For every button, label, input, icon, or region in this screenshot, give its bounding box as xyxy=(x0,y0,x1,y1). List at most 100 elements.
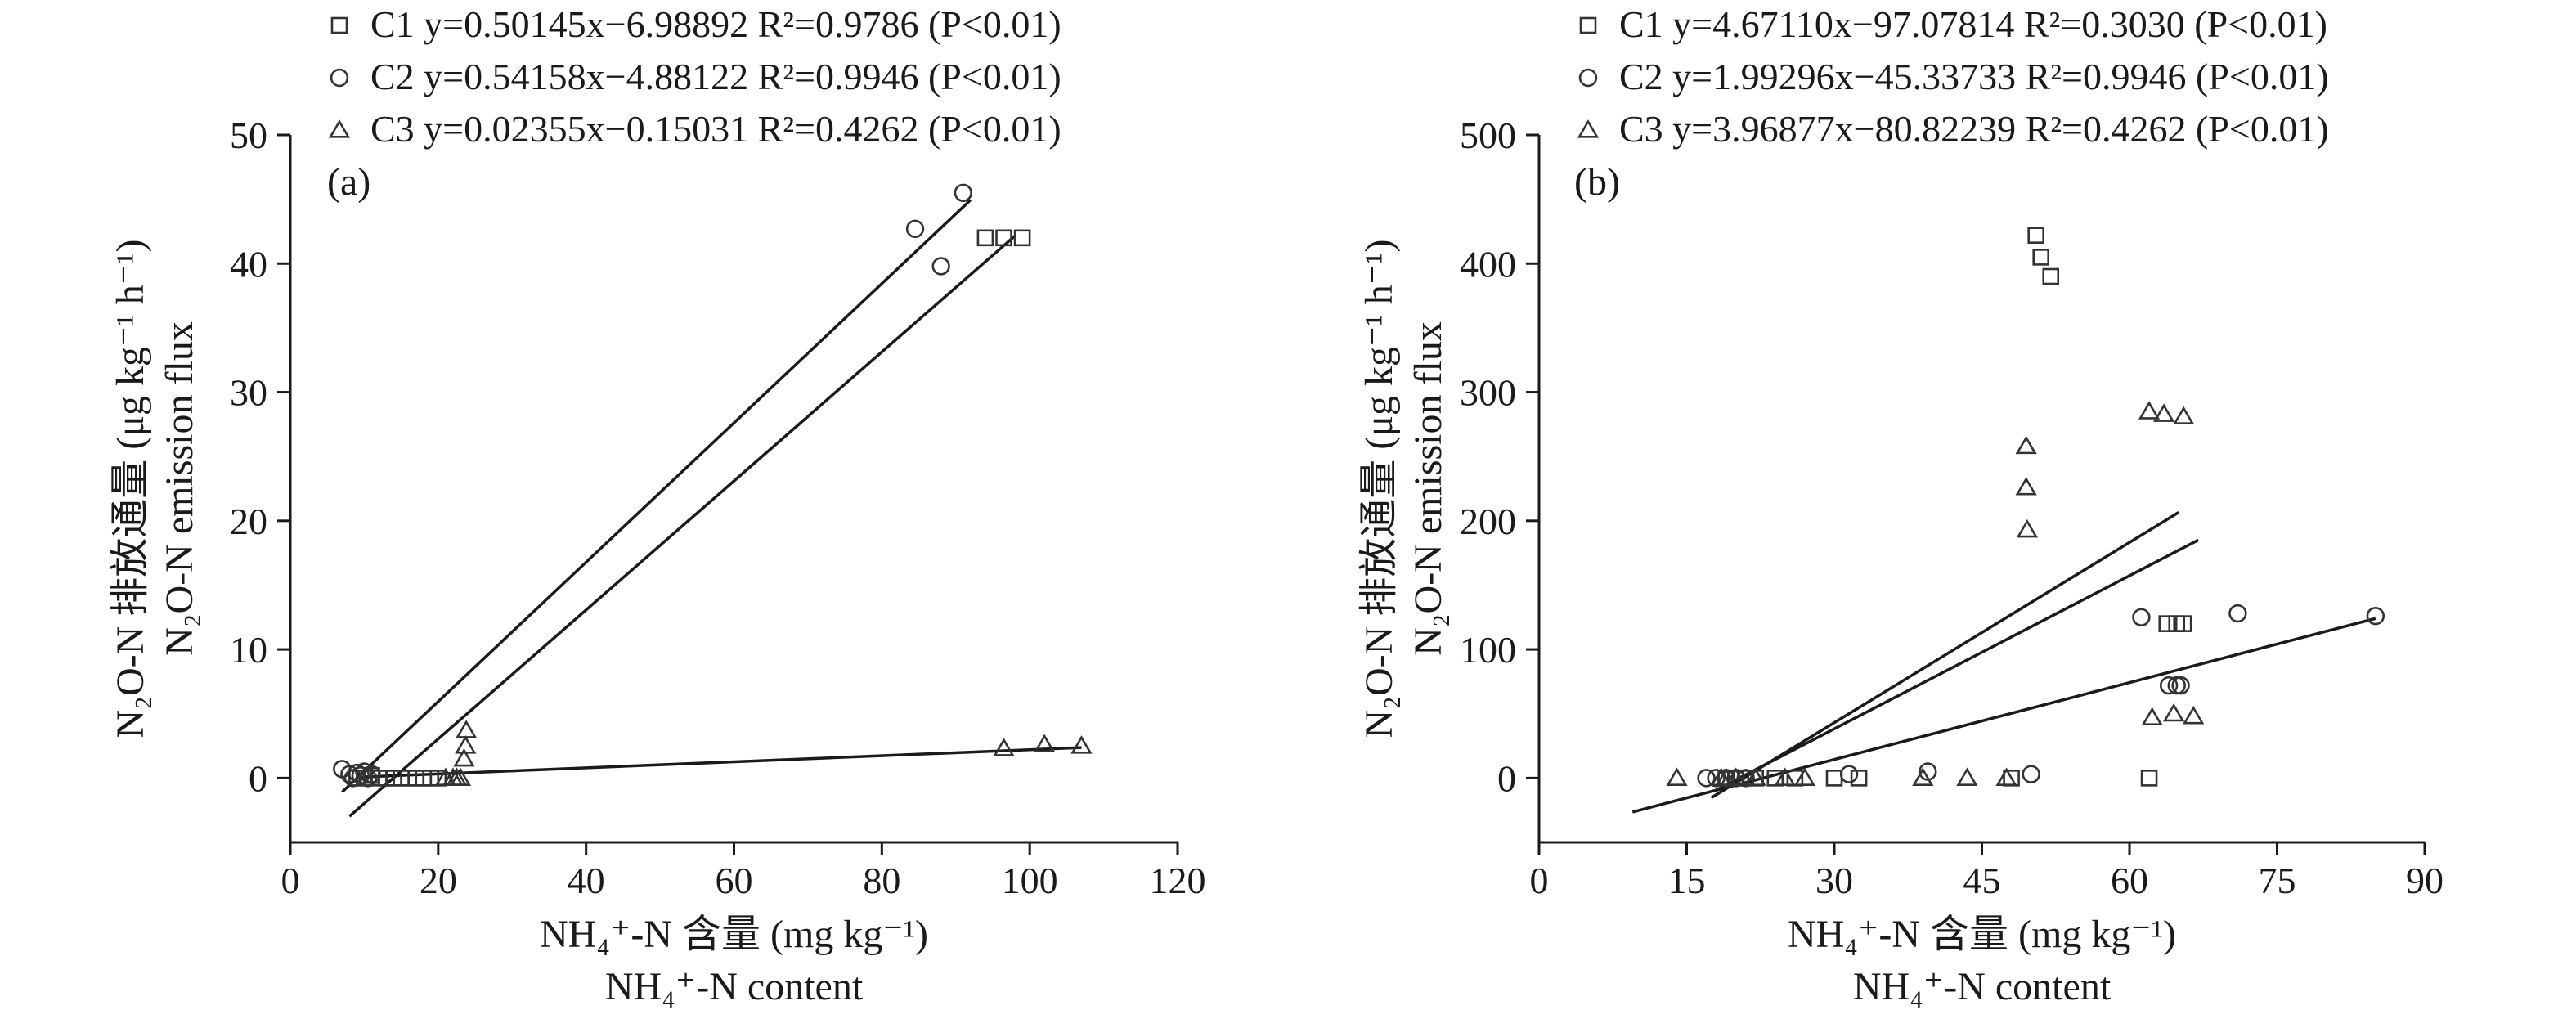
point-c3 xyxy=(455,735,477,754)
point-c2 xyxy=(954,183,972,202)
point-c2 xyxy=(931,257,950,276)
x-axis-subtitle: NH₄⁺-N content xyxy=(1853,965,2112,1008)
point-c2 xyxy=(2366,606,2385,626)
y-tick-label: 40 xyxy=(230,243,267,285)
point-c3 xyxy=(1666,767,1688,786)
point-c1 xyxy=(1850,770,1868,787)
x-tick-label: 20 xyxy=(420,860,457,901)
point-c3 xyxy=(2015,435,2037,455)
x-tick-label: 0 xyxy=(281,860,300,901)
point-c3 xyxy=(1912,767,1934,786)
point-c2 xyxy=(905,219,925,239)
legend-entry-c3: C3 y=0.02355x−0.15031 R²=0.4262 (P<0.01) xyxy=(370,108,1061,150)
panel-label: (b) xyxy=(1574,160,1620,204)
x-tick-label: 0 xyxy=(1530,860,1549,901)
x-tick-label: 30 xyxy=(1815,860,1853,901)
point-c2 xyxy=(1839,765,1859,783)
point-c2 xyxy=(362,765,381,783)
point-c2 xyxy=(2228,604,2247,623)
y-tick-label: 20 xyxy=(230,501,267,542)
y-tick-label: 400 xyxy=(1460,243,1516,285)
y-tick-label: 300 xyxy=(1460,372,1516,414)
x-tick-label: 40 xyxy=(568,860,605,901)
fit-line-c1 xyxy=(348,235,1016,818)
point-c3 xyxy=(2016,518,2038,538)
x-tick-label: 90 xyxy=(2406,860,2444,901)
legend-entry-c3: C3 y=3.96877x−80.82239 R²=0.4262 (P<0.01… xyxy=(1619,108,2329,150)
x-tick-label: 120 xyxy=(1150,860,1206,901)
point-c1 xyxy=(2174,615,2192,632)
y-tick-label: 30 xyxy=(230,372,267,414)
point-c3 xyxy=(2152,403,2175,422)
y-axis-subtitle: N₂O-N emission flux xyxy=(158,321,201,656)
point-c2 xyxy=(358,769,378,788)
legend-marker-c2 xyxy=(1578,68,1598,88)
x-tick-label: 15 xyxy=(1668,860,1706,901)
point-c2 xyxy=(1697,769,1716,788)
legend-marker-c3 xyxy=(328,119,351,138)
y-axis-subtitle: N₂O-N emission flux xyxy=(1407,321,1450,656)
point-c1 xyxy=(1013,229,1031,247)
legend-entry-c2: C2 y=0.54158x−4.88122 R²=0.9946 (P<0.01) xyxy=(370,56,1061,97)
panel-b: 0 15 30 45 60 75 90 0 100 200 300 400 500 (b) NH₄⁺-N 含… xyxy=(1358,3,2444,1008)
fit-line-c2 xyxy=(341,199,972,793)
legend-marker-c2 xyxy=(330,68,349,88)
x-tick-label: 60 xyxy=(2111,860,2148,901)
x-tick-label: 45 xyxy=(1963,860,2001,901)
y-tick-label: 500 xyxy=(1460,114,1516,156)
point-c3 xyxy=(449,767,472,786)
point-c2 xyxy=(348,763,366,783)
x-tick-label: 75 xyxy=(2259,860,2296,901)
fit-line-c2 xyxy=(1631,617,2376,814)
y-tick-label: 10 xyxy=(230,629,267,671)
point-c3 xyxy=(1995,767,2017,786)
point-c2 xyxy=(351,766,370,785)
point-c2 xyxy=(2132,608,2151,626)
legend-marker-c1 xyxy=(1579,16,1597,34)
point-c3 xyxy=(2163,703,2185,722)
point-c3 xyxy=(1744,767,1766,786)
point-c3 xyxy=(2183,705,2205,725)
y-axis-title: N₂O-N 排放通量 (μg kg⁻¹ h⁻¹) xyxy=(1358,240,1401,738)
point-c3 xyxy=(2173,406,2195,425)
point-c1 xyxy=(995,229,1012,247)
point-c2 xyxy=(2159,676,2179,695)
panel-a: 0 20 40 60 80 100 120 0 10 20 30 40 50 (a) NH₄⁺-N 含量 (… xyxy=(109,3,1206,1008)
point-c1 xyxy=(2158,615,2176,632)
point-c1 xyxy=(2140,770,2158,787)
point-c3 xyxy=(2015,476,2037,496)
fit-line-c1 xyxy=(1710,511,2180,799)
x-axis-subtitle: NH₄⁺-N content xyxy=(605,965,864,1008)
fit-line-c3 xyxy=(1715,538,2200,792)
point-c2 xyxy=(2022,765,2040,783)
point-c1 xyxy=(2027,227,2044,244)
legend-entry-c1: C1 y=0.50145x−6.98892 R²=0.9786 (P<0.01) xyxy=(370,3,1061,45)
fit-line-c3 xyxy=(357,746,1082,779)
y-tick-label: 200 xyxy=(1460,501,1516,542)
point-c3 xyxy=(1034,734,1056,753)
x-tick-label: 100 xyxy=(1002,860,1058,901)
point-c1 xyxy=(2042,267,2060,285)
point-c2 xyxy=(1707,769,1726,788)
point-c3 xyxy=(2138,401,2161,420)
point-c3 xyxy=(1725,767,1747,786)
panel-label: (a) xyxy=(327,160,370,204)
y-tick-label: 0 xyxy=(1497,757,1516,799)
point-c3 xyxy=(453,747,475,767)
point-c3 xyxy=(993,738,1015,756)
point-c3 xyxy=(456,720,478,738)
y-tick-label: 0 xyxy=(249,757,267,799)
x-axis-title: NH₄⁺-N 含量 (mg kg⁻¹) xyxy=(1788,913,2176,956)
point-c1 xyxy=(2032,249,2049,266)
point-c2 xyxy=(2171,676,2190,695)
point-c3 xyxy=(2141,707,2163,726)
point-c3 xyxy=(1774,767,1796,786)
x-axis-title: NH₄⁺-N 含量 (mg kg⁻¹) xyxy=(540,913,928,956)
x-tick-label: 80 xyxy=(863,860,900,901)
legend-marker-c1 xyxy=(330,16,348,34)
point-c1 xyxy=(1825,770,1843,787)
point-c1 xyxy=(976,229,994,247)
point-c3 xyxy=(1793,767,1816,786)
y-tick-label: 100 xyxy=(1460,629,1516,671)
